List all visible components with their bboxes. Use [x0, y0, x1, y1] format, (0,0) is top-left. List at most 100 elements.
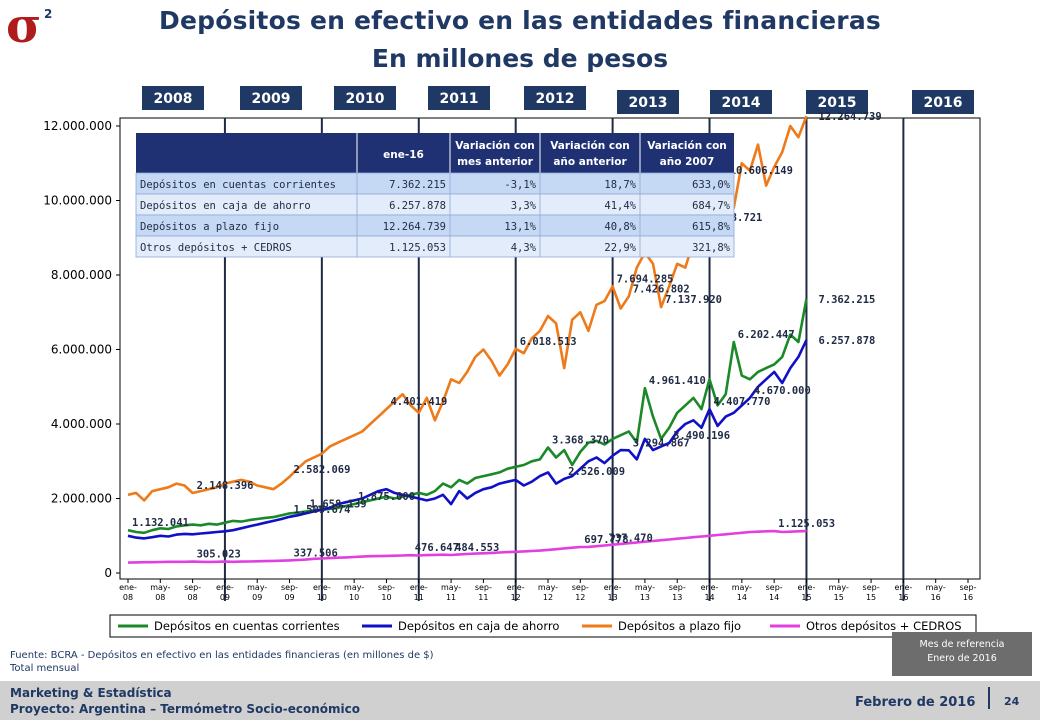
- reference-month-box: Mes de referencia Enero de 2016: [892, 632, 1032, 676]
- x-tick-label: sep-: [281, 583, 298, 592]
- x-tick-label: sep-: [184, 583, 201, 592]
- x-tick-label: 16: [963, 593, 973, 602]
- table-cell: 615,8%: [692, 221, 731, 233]
- legend-box: [109, 614, 977, 638]
- x-tick-label: 14: [769, 593, 779, 602]
- x-tick-label: may-: [732, 583, 752, 592]
- table-cell: 684,7%: [692, 200, 731, 212]
- x-tick-label: 09: [252, 593, 262, 602]
- y-tick-label: 0: [104, 566, 112, 580]
- x-tick-label: ene-: [701, 583, 719, 592]
- table-row-label: Depósitos en cuentas corrientes: [140, 179, 336, 191]
- table-cell: 40,8%: [604, 221, 636, 233]
- x-tick-label: ene-: [216, 583, 234, 592]
- year-label: 2014: [722, 95, 761, 111]
- x-tick-label: 10: [349, 593, 359, 602]
- table-cell: 6.257.878: [389, 200, 446, 212]
- x-tick-label: 16: [898, 593, 908, 602]
- year-box: [334, 86, 396, 110]
- data-label: 2.526.009: [568, 466, 625, 478]
- data-label: 6.202.447: [738, 329, 795, 341]
- year-box: [428, 86, 490, 110]
- year-label: 2013: [629, 95, 668, 111]
- x-tick-label: sep-: [863, 583, 880, 592]
- table-cell: 321,8%: [692, 242, 731, 254]
- reference-value: Enero de 2016: [927, 653, 997, 664]
- table-cell: 18,7%: [604, 179, 636, 191]
- x-tick-label: may-: [635, 583, 655, 592]
- data-label: 10.606.149: [730, 165, 793, 177]
- legend-entry-corrientes: Depósitos en cuentas corrientes: [154, 619, 340, 633]
- x-tick-label: 08: [123, 593, 133, 602]
- data-label: 6.257.878: [818, 335, 875, 347]
- table-row-label: Depósitos en caja de ahorro: [140, 200, 311, 212]
- footer-project-name: Proyecto: Argentina – Termómetro Socio-e…: [10, 702, 361, 716]
- data-label: 3.490.196: [673, 430, 730, 442]
- data-label: 305.023: [197, 549, 241, 561]
- y-axis: 0 2.000.000 4.000.000 6.000.000 8.000.000 10.…: [43, 119, 120, 580]
- x-tick-label: 12: [575, 593, 585, 602]
- footer-divider: [988, 687, 990, 709]
- data-label: 4.961.410: [649, 375, 706, 387]
- page-title: Depósitos en efectivo en las entidades f…: [159, 6, 881, 35]
- year-label: 2015: [818, 95, 857, 111]
- year-box: [240, 86, 302, 110]
- legend-entry-otros: Otros depósitos + CEDROS: [806, 619, 962, 633]
- data-label: 697.778: [584, 534, 628, 546]
- series-line-corrientes: [127, 298, 808, 535]
- x-tick-label: may-: [926, 583, 946, 592]
- x-tick-label: ene-: [119, 583, 137, 592]
- data-label: 476.647: [415, 542, 459, 554]
- table-header-cell: año anterior: [553, 156, 627, 168]
- reference-label: Mes de referencia: [919, 639, 1005, 650]
- chart-legend: Depósitos en cuentas corrientes Depósitos…: [109, 614, 977, 638]
- x-tick-label: may-: [247, 583, 267, 592]
- x-tick-label: 11: [478, 593, 488, 602]
- year-label: 2012: [536, 91, 575, 107]
- footer-project: Marketing & Estadística Proyecto: Argent…: [10, 685, 360, 717]
- data-label: 337.506: [294, 547, 338, 559]
- series-line-otros: [127, 529, 807, 564]
- page-subtitle: En millones de pesos: [371, 44, 669, 73]
- x-tick-label: 08: [155, 593, 165, 602]
- x-tick-label: ene-: [604, 583, 622, 592]
- table-cell: 41,4%: [604, 200, 636, 212]
- x-tick-label: 14: [737, 593, 747, 602]
- x-tick-label: sep-: [572, 583, 589, 592]
- legend-entry-ahorro: Depósitos en caja de ahorro: [398, 619, 559, 633]
- table-cell: 13,1%: [504, 221, 536, 233]
- data-label: 4.407.770: [714, 396, 771, 408]
- data-label: 7.426.802: [633, 283, 690, 295]
- table-cell: 7.362.215: [389, 179, 446, 191]
- footer-bar: Marketing & Estadística Proyecto: Argent…: [0, 681, 1040, 720]
- data-label: 1.509.674: [294, 504, 351, 516]
- data-label: 1.132.041: [132, 517, 189, 529]
- year-label: 2011: [440, 91, 479, 107]
- x-tick-label: 11: [446, 593, 456, 602]
- table-header-cell: Variación con: [550, 140, 630, 152]
- svg-text:2: 2: [44, 7, 52, 21]
- x-tick-label: 10: [381, 593, 391, 602]
- deposits-line-chart: 2008 2009 2010 2011 2012 2013 2014 2015 2016 0 2.…: [43, 86, 981, 638]
- data-label: 4.401.419: [390, 396, 447, 408]
- x-tick-label: 13: [640, 593, 650, 602]
- year-box: [710, 90, 772, 114]
- year-box: [142, 86, 204, 110]
- x-tick-label: 13: [608, 593, 618, 602]
- page-number: 24: [1004, 695, 1020, 708]
- x-tick-label: 15: [801, 593, 811, 602]
- table-row-label: Depósitos a plazo fijo: [140, 221, 279, 233]
- x-tick-label: 10: [317, 593, 327, 602]
- data-label: 2.148.396: [197, 480, 254, 492]
- table-row: [135, 235, 735, 258]
- x-tick-label: may-: [829, 583, 849, 592]
- year-label: 2016: [924, 95, 963, 111]
- y-tick-label: 4.000.000: [51, 417, 112, 431]
- x-tick-label: 09: [220, 593, 230, 602]
- x-tick-label: 12: [543, 593, 553, 602]
- y-tick-label: 12.000.000: [43, 119, 112, 133]
- year-label: 2009: [252, 91, 291, 107]
- x-tick-label: may-: [441, 583, 461, 592]
- x-tick-label: 16: [931, 593, 941, 602]
- x-tick-label: 08: [188, 593, 198, 602]
